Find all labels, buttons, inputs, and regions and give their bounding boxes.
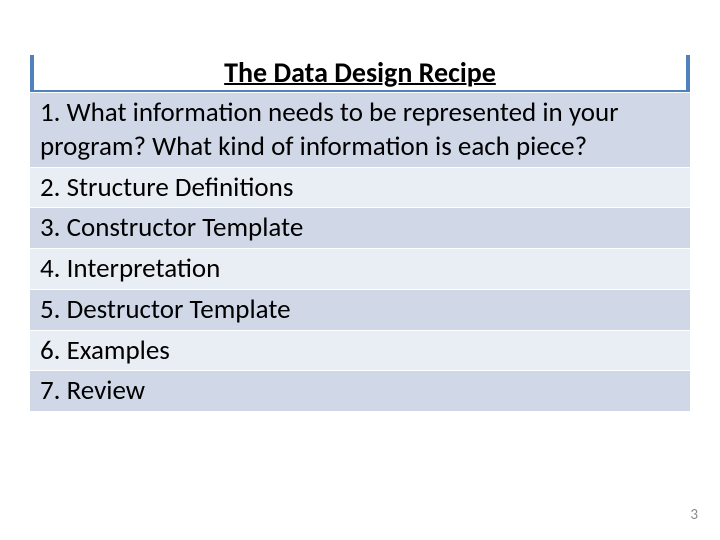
table-title: The Data Design Recipe: [224, 55, 496, 90]
table-row: 5. Destructor Template: [30, 289, 690, 330]
table-row: 1. What information needs to be represen…: [30, 92, 690, 167]
page-number: 3: [690, 506, 698, 524]
table-row: 2. Structure Definitions: [30, 167, 690, 208]
table-row: 3. Constructor Template: [30, 207, 690, 248]
table-header: The Data Design Recipe: [30, 55, 690, 92]
table-row: 4. Interpretation: [30, 248, 690, 289]
recipe-table: The Data Design Recipe 1. What informati…: [30, 55, 690, 411]
table-header-inner: The Data Design Recipe: [34, 55, 686, 90]
table-row: 7. Review: [30, 370, 690, 411]
table-row: 6. Examples: [30, 330, 690, 371]
slide: The Data Design Recipe 1. What informati…: [0, 0, 720, 540]
